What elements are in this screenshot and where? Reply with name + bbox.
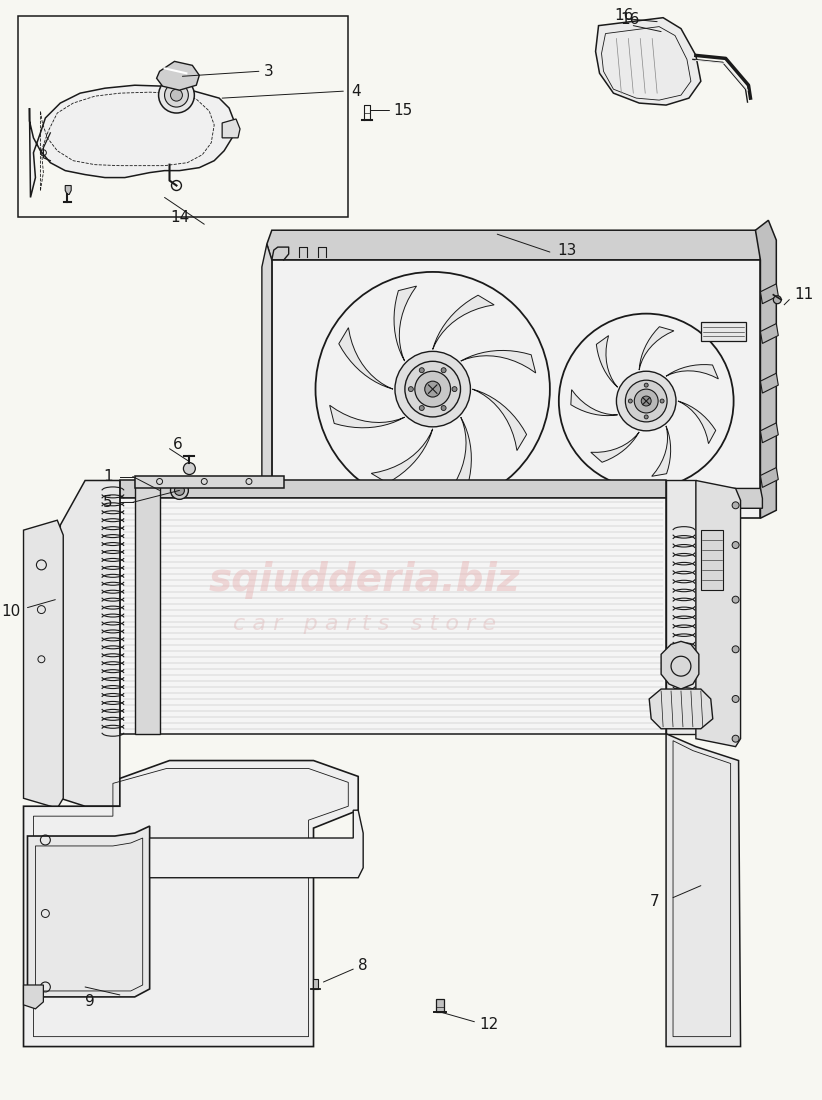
Text: 15: 15 — [393, 102, 412, 118]
Polygon shape — [432, 295, 494, 350]
Polygon shape — [436, 999, 444, 1012]
Text: 13: 13 — [556, 243, 576, 257]
Polygon shape — [760, 422, 778, 442]
Polygon shape — [30, 85, 234, 197]
Polygon shape — [640, 327, 674, 370]
Polygon shape — [24, 984, 44, 1009]
Polygon shape — [760, 284, 778, 304]
Circle shape — [395, 351, 470, 427]
Text: 1: 1 — [104, 469, 113, 484]
Polygon shape — [596, 18, 701, 106]
Polygon shape — [270, 488, 763, 508]
Circle shape — [415, 371, 450, 407]
Text: 16: 16 — [620, 12, 640, 28]
Circle shape — [732, 735, 739, 743]
Text: 6: 6 — [173, 437, 182, 452]
Polygon shape — [666, 734, 741, 1046]
Polygon shape — [135, 481, 159, 734]
Polygon shape — [372, 429, 432, 483]
Circle shape — [441, 406, 446, 410]
Polygon shape — [394, 286, 417, 361]
Text: 16: 16 — [614, 8, 633, 23]
Circle shape — [635, 389, 658, 412]
Circle shape — [641, 396, 651, 406]
Polygon shape — [570, 389, 617, 416]
Circle shape — [660, 399, 664, 403]
Circle shape — [732, 695, 739, 703]
Polygon shape — [150, 811, 363, 878]
Circle shape — [174, 485, 184, 495]
Polygon shape — [666, 364, 718, 378]
Text: sqiudderia.biz: sqiudderia.biz — [209, 561, 520, 598]
Polygon shape — [473, 389, 527, 451]
Polygon shape — [755, 220, 776, 518]
Polygon shape — [678, 402, 716, 443]
Text: 11: 11 — [794, 287, 814, 303]
Circle shape — [732, 502, 739, 509]
Polygon shape — [120, 481, 666, 498]
Circle shape — [183, 463, 196, 474]
Polygon shape — [135, 475, 284, 488]
Circle shape — [441, 367, 446, 373]
Polygon shape — [591, 432, 640, 462]
Circle shape — [732, 596, 739, 603]
Circle shape — [616, 371, 676, 431]
Polygon shape — [461, 351, 536, 373]
Polygon shape — [666, 481, 696, 734]
Polygon shape — [339, 328, 393, 389]
Polygon shape — [661, 641, 699, 689]
Polygon shape — [701, 530, 723, 590]
Circle shape — [626, 381, 667, 422]
Text: 10: 10 — [2, 604, 21, 619]
Circle shape — [409, 386, 413, 392]
Polygon shape — [312, 979, 318, 989]
Polygon shape — [760, 373, 778, 393]
Polygon shape — [262, 244, 272, 518]
Text: 9: 9 — [85, 994, 95, 1010]
Text: 8: 8 — [358, 958, 367, 972]
Text: 12: 12 — [479, 1018, 499, 1032]
Polygon shape — [65, 186, 72, 195]
Polygon shape — [330, 405, 404, 428]
Circle shape — [170, 482, 188, 499]
Polygon shape — [652, 426, 671, 476]
Text: c a r   p a r t s   s t o r e: c a r p a r t s s t o r e — [233, 615, 496, 635]
Polygon shape — [696, 481, 741, 747]
Circle shape — [644, 415, 649, 419]
Polygon shape — [222, 119, 240, 138]
Text: 3: 3 — [264, 64, 274, 79]
Circle shape — [159, 77, 194, 113]
Polygon shape — [701, 321, 746, 341]
Circle shape — [644, 383, 649, 387]
Text: 7: 7 — [649, 894, 659, 909]
Circle shape — [425, 382, 441, 397]
Polygon shape — [24, 760, 358, 1046]
Circle shape — [732, 541, 739, 549]
Polygon shape — [120, 498, 666, 734]
Circle shape — [164, 84, 188, 107]
Circle shape — [419, 406, 424, 410]
Bar — [17, 15, 349, 218]
Polygon shape — [60, 481, 120, 806]
Polygon shape — [449, 417, 471, 492]
Circle shape — [405, 361, 460, 417]
Polygon shape — [267, 230, 760, 260]
Polygon shape — [760, 323, 778, 343]
Polygon shape — [157, 62, 199, 90]
Text: 14: 14 — [170, 210, 189, 224]
Circle shape — [170, 89, 182, 101]
Polygon shape — [596, 336, 617, 387]
Polygon shape — [24, 520, 63, 808]
Text: 5: 5 — [104, 495, 113, 509]
Polygon shape — [649, 689, 713, 729]
Polygon shape — [27, 826, 150, 997]
Polygon shape — [760, 468, 778, 487]
Circle shape — [628, 399, 632, 403]
Text: 4: 4 — [351, 84, 361, 99]
Circle shape — [774, 296, 781, 304]
Circle shape — [419, 367, 424, 373]
Circle shape — [452, 386, 457, 392]
Circle shape — [732, 646, 739, 652]
Polygon shape — [272, 260, 760, 518]
